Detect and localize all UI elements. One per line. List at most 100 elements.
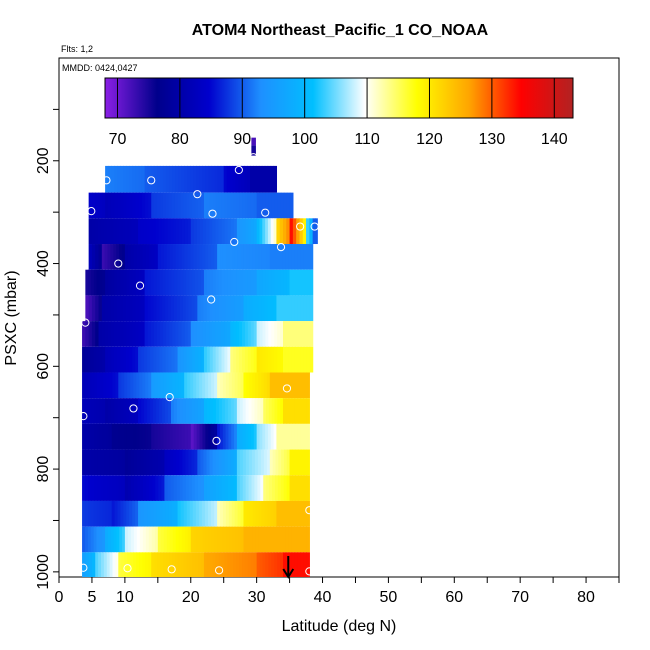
heatmap-cell <box>176 218 180 245</box>
heatmap-cell <box>268 552 272 577</box>
colorbar-tick-label: 100 <box>291 131 318 148</box>
heatmap-cell <box>181 244 186 270</box>
heatmap-cell <box>240 526 245 553</box>
heatmap-cell <box>144 500 148 527</box>
heatmap-cell <box>119 244 123 270</box>
heatmap-cell <box>159 269 164 296</box>
heatmap-cell <box>285 423 289 450</box>
heatmap-cell <box>126 423 131 450</box>
heatmap-cell <box>125 218 130 245</box>
heatmap-cell <box>168 295 172 322</box>
heatmap-cell <box>268 269 273 296</box>
heatmap-cell <box>276 423 281 450</box>
heatmap-cell <box>209 269 214 296</box>
x-tick-label: 0 <box>55 589 64 606</box>
heatmap-cell <box>124 372 128 399</box>
heatmap-cell <box>179 398 184 424</box>
heatmap-cell <box>93 346 98 373</box>
heatmap-cell <box>161 475 166 501</box>
heatmap-cell <box>88 244 93 270</box>
heatmap-cell <box>190 165 194 193</box>
heatmap-cell <box>236 552 240 577</box>
heatmap-cell <box>111 500 116 527</box>
x-tick-label: 5 <box>87 589 96 606</box>
heatmap-cell <box>102 346 106 373</box>
heatmap-cell <box>255 295 260 322</box>
heatmap-cell <box>108 398 112 424</box>
heatmap-cell <box>196 165 200 193</box>
heatmap-cell <box>153 398 157 424</box>
heatmap-cell <box>107 321 112 347</box>
heatmap-cell <box>173 449 177 476</box>
heatmap-cell <box>203 346 208 373</box>
heatmap-cell <box>283 552 287 577</box>
heatmap-cell <box>184 244 189 270</box>
heatmap-cell <box>196 218 201 245</box>
heatmap-cell <box>303 321 308 347</box>
heatmap-row <box>82 321 314 347</box>
plot-frame <box>58 57 620 578</box>
heatmap-cell <box>117 346 121 373</box>
heatmap-cell <box>249 526 254 553</box>
heatmap-cell <box>179 295 184 322</box>
heatmap-cell <box>139 552 143 577</box>
heatmap-cell <box>242 346 246 373</box>
heatmap-cell <box>85 423 89 450</box>
heatmap-cell <box>166 423 171 450</box>
heatmap-cell <box>285 372 289 399</box>
heatmap-cell <box>277 398 281 424</box>
heatmap-cell <box>130 449 135 476</box>
heatmap-cell <box>251 398 256 424</box>
heatmap-cell <box>194 398 199 424</box>
heatmap-cell <box>211 526 215 553</box>
heatmap-cell <box>135 192 140 219</box>
heatmap-cell <box>212 269 217 296</box>
heatmap-cell <box>227 321 231 347</box>
heatmap-cell <box>138 165 143 193</box>
heatmap-cell <box>184 218 189 245</box>
heatmap-cell <box>154 244 159 270</box>
heatmap-cell <box>151 423 155 450</box>
heatmap-cell <box>258 295 263 322</box>
heatmap-cell <box>191 295 196 322</box>
heatmap-cell <box>259 552 264 577</box>
heatmap-cell <box>279 295 284 322</box>
heatmap-cell <box>237 372 242 399</box>
heatmap-cell <box>248 423 252 450</box>
heatmap-cell <box>303 346 308 373</box>
heatmap-cell <box>85 321 90 347</box>
heatmap-cell <box>142 192 146 219</box>
heatmap-cell <box>272 244 277 270</box>
x-tick-label: 40 <box>314 589 332 606</box>
heatmap-cell <box>165 552 170 577</box>
heatmap-cell <box>280 269 285 296</box>
heatmap-cell <box>251 423 255 450</box>
heatmap-cell <box>231 526 236 553</box>
colorbar-tick-label: 120 <box>416 131 443 148</box>
heatmap-cell <box>297 244 302 270</box>
heatmap-cell <box>101 218 105 245</box>
heatmap-cell <box>248 218 252 245</box>
heatmap-cell <box>134 475 138 501</box>
heatmap-cell <box>98 295 103 322</box>
heatmap-cell <box>289 218 294 245</box>
heatmap-cell <box>124 475 129 501</box>
x-tick-label: 50 <box>380 589 398 606</box>
heatmap-cell <box>211 244 215 270</box>
heatmap-cell <box>148 372 152 399</box>
heatmap-cell <box>112 475 117 501</box>
heatmap-cell <box>298 449 302 476</box>
heatmap-cell <box>117 192 122 219</box>
heatmap-cell <box>182 398 187 424</box>
heatmap-cell <box>257 475 261 501</box>
heatmap-cell <box>266 475 270 501</box>
heatmap-cell <box>119 526 123 553</box>
heatmap-cell <box>288 398 293 424</box>
heatmap-cell <box>142 552 146 577</box>
heatmap-cell <box>166 244 171 270</box>
heatmap-cell <box>298 475 302 501</box>
colorbar-frame <box>104 77 574 119</box>
heatmap-row <box>82 346 314 373</box>
heatmap-cell <box>211 500 215 527</box>
heatmap-cell <box>199 218 204 245</box>
